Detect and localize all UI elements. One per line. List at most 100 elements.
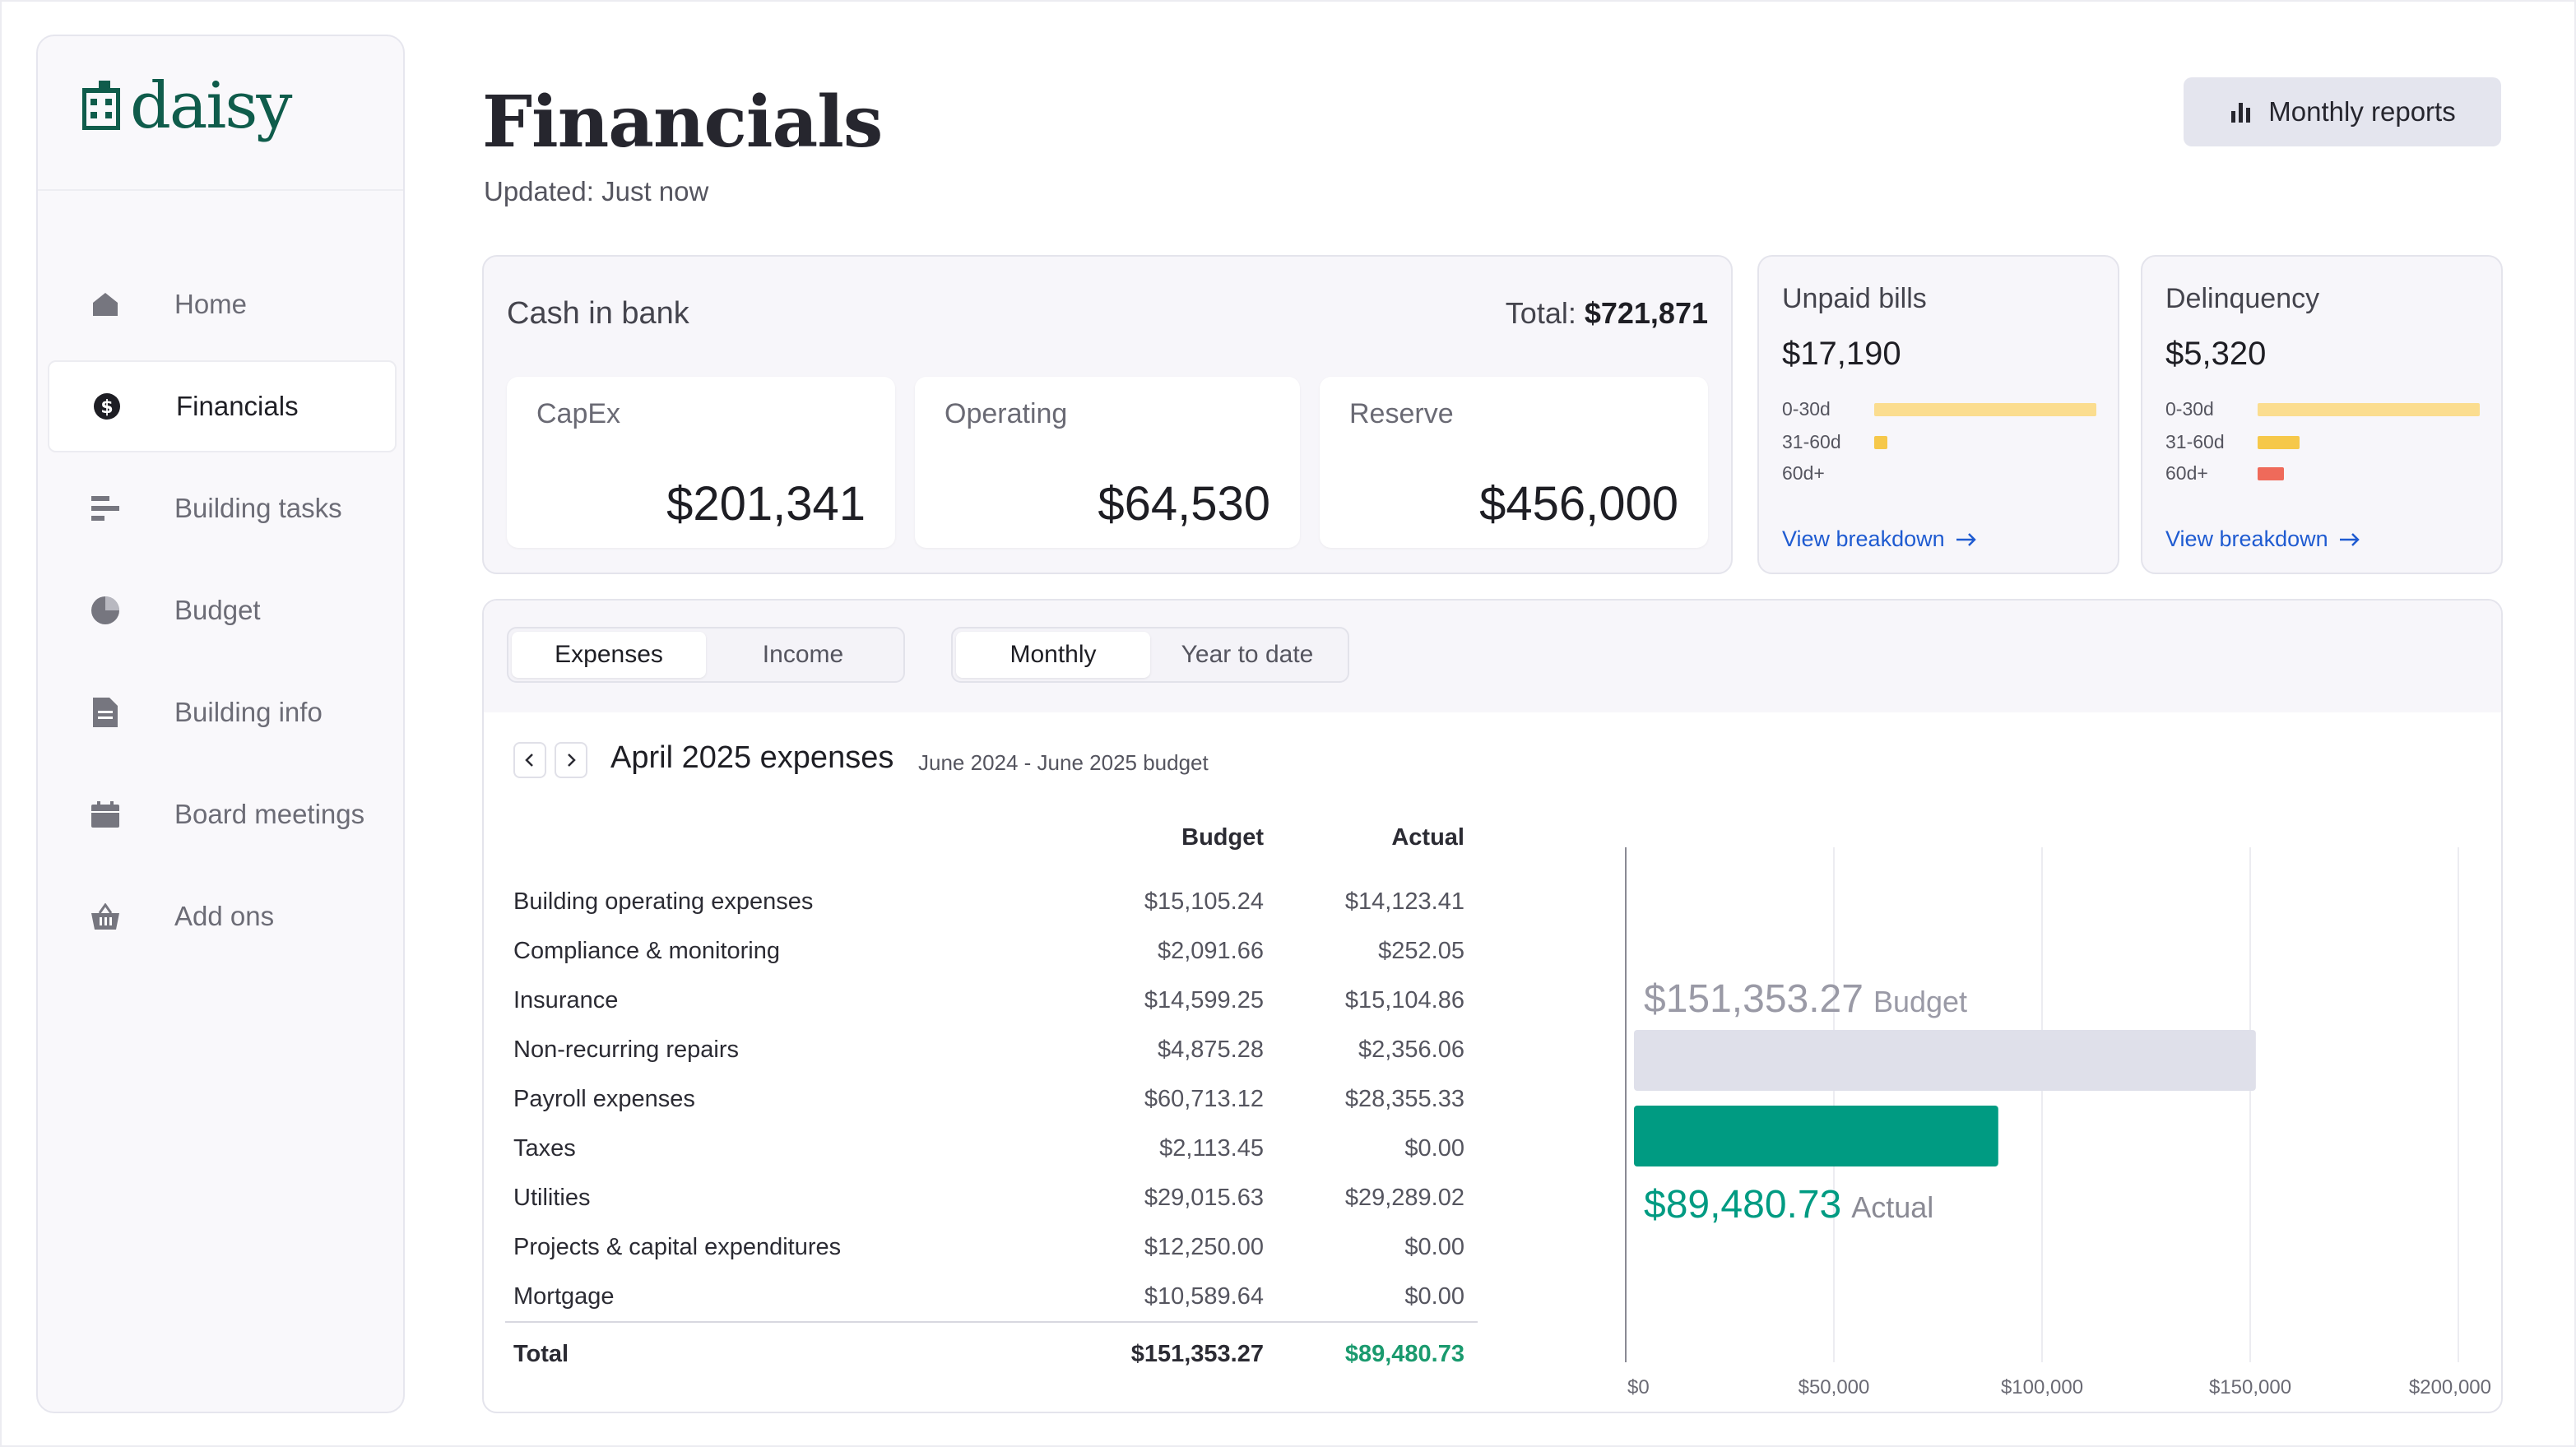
expenses-title: April 2025 expenses <box>610 740 894 775</box>
monthly-reports-button[interactable]: Monthly reports <box>2184 77 2501 146</box>
monthly-reports-label: Monthly reports <box>2268 96 2456 127</box>
expense-name: Payroll expenses <box>513 1085 695 1112</box>
home-icon <box>91 290 120 319</box>
bar-actual <box>1634 1106 1998 1166</box>
sidebar-item-label: Home <box>174 289 248 319</box>
x-tick-label: $200,000 <box>2409 1376 2491 1398</box>
tab-income[interactable]: Income <box>762 641 844 668</box>
table-row: Projects & capital expenditures $12,250.0… <box>505 1222 1478 1272</box>
cash-total: Total: $721,871 <box>1506 296 1708 331</box>
previous-month-button[interactable] <box>513 742 546 778</box>
unpaid-bills-card: Unpaid bills $17,190 0-30d 31-60d 60d+ V… <box>1757 255 2119 574</box>
tasks-icon <box>91 494 120 523</box>
delinquency-card: Delinquency $5,320 0-30d 31-60d 60d+ Vie… <box>2141 255 2503 574</box>
aging-bar-0-30d <box>1874 403 2096 416</box>
aging-bar-31-60d <box>1874 436 1887 449</box>
data-label-actual: $89,480.73 Actual <box>1644 1183 1933 1227</box>
aging-label: 31-60d <box>2165 431 2225 452</box>
account-value: $64,530 <box>1098 477 1270 531</box>
table-row: Non-recurring repairs $4,875.28 $2,356.06 <box>505 1025 1478 1074</box>
expense-name: Insurance <box>513 986 619 1013</box>
view-breakdown-label: View breakdown <box>1782 526 1945 551</box>
next-month-button[interactable] <box>555 742 587 778</box>
sidebar-item-home[interactable]: Home <box>48 258 397 350</box>
view-breakdown-link[interactable]: View breakdown <box>1782 526 1978 552</box>
cash-title: Cash in bank <box>507 296 689 331</box>
tab-expenses[interactable]: Expenses <box>512 632 706 678</box>
expense-budget: $15,105.24 <box>1144 888 1264 915</box>
total-actual: $89,480.73 <box>1264 1321 1478 1385</box>
expense-name: Utilities <box>513 1184 591 1211</box>
expense-actual: $29,289.02 <box>1344 1184 1464 1211</box>
expense-budget: $60,713.12 <box>1144 1085 1264 1112</box>
expenses-subtitle: June 2024 - June 2025 budget <box>918 750 1209 775</box>
aging-bar-31-60d <box>2258 436 2300 449</box>
expense-name: Projects & capital expenditures <box>513 1233 842 1260</box>
reserve-account[interactable]: Reserve $456,000 <box>1320 377 1708 548</box>
sidebar-item-label: Board meetings <box>174 799 365 829</box>
table-row: Building operating expenses $15,105.24 $14… <box>505 870 1478 926</box>
aging-bar-0-30d <box>2258 403 2480 416</box>
sidebar-item-board-meetings[interactable]: Board meetings <box>48 768 397 860</box>
view-breakdown-link[interactable]: View breakdown <box>2165 526 2361 552</box>
table-row: Payroll expenses $60,713.12 $28,355.33 <box>505 1074 1478 1124</box>
sidebar-item-add-ons[interactable]: Add ons <box>48 870 397 962</box>
page-title: Financials <box>482 81 883 164</box>
expenses-table-body: Building operating expenses $15,105.24 $14… <box>505 870 1478 1385</box>
table-row: Compliance & monitoring $2,091.66 $252.05 <box>505 926 1478 976</box>
expense-budget: $4,875.28 <box>1157 1036 1264 1063</box>
bar-chart-icon <box>2231 103 2251 123</box>
account-value: $456,000 <box>1479 477 1678 531</box>
x-tick-label: $100,000 <box>2001 1376 2083 1398</box>
aging-label: 60d+ <box>2165 462 2208 484</box>
period-toggle: Monthly Year to date <box>951 627 1349 683</box>
tab-year-to-date[interactable]: Year to date <box>1181 641 1314 668</box>
delinquency-value: $5,320 <box>2165 336 2267 372</box>
tab-monthly[interactable]: Monthly <box>956 632 1150 678</box>
arrow-right-icon <box>1956 532 1976 546</box>
view-breakdown-label: View breakdown <box>2165 526 2328 551</box>
capex-account[interactable]: CapEx $201,341 <box>507 377 895 548</box>
sidebar-nav: Home $ Financials Building tasks Budget <box>48 258 397 972</box>
expense-actual: $28,355.33 <box>1344 1085 1464 1112</box>
column-header-budget: Budget <box>1181 824 1264 851</box>
table-row: Insurance $14,599.25 $15,104.86 <box>505 976 1478 1025</box>
cash-total-value: $721,871 <box>1584 296 1708 330</box>
expense-actual: $15,104.86 <box>1344 986 1464 1013</box>
aging-label: 0-30d <box>2165 398 2214 420</box>
basket-icon <box>91 902 120 931</box>
account-label: Reserve <box>1349 398 1454 429</box>
expense-name: Mortgage <box>513 1282 615 1310</box>
sidebar-item-budget[interactable]: Budget <box>48 564 397 656</box>
expense-actual: $14,123.41 <box>1344 888 1464 915</box>
table-total-row: Total $151,353.27 $89,480.73 <box>505 1321 1478 1385</box>
sidebar-item-financials[interactable]: $ Financials <box>48 360 397 452</box>
type-toggle: Expenses Income <box>507 627 905 683</box>
sidebar-item-label: Building tasks <box>174 493 342 523</box>
expense-actual: $2,356.06 <box>1358 1036 1464 1063</box>
document-icon <box>91 698 120 727</box>
logo[interactable]: daisy <box>38 36 403 191</box>
chevron-right-icon <box>568 754 576 767</box>
account-value: $201,341 <box>666 477 866 531</box>
expense-budget: $14,599.25 <box>1144 986 1264 1013</box>
expense-budget: $10,589.64 <box>1144 1282 1264 1310</box>
total-budget: $151,353.27 <box>1081 1321 1264 1385</box>
expenses-panel: Expenses Income Monthly Year to date Apr… <box>482 599 2503 1413</box>
total-label: Total <box>505 1321 1081 1385</box>
calendar-icon <box>91 800 120 829</box>
column-header-actual: Actual <box>1391 824 1464 851</box>
table-row: Taxes $2,113.45 $0.00 <box>505 1124 1478 1173</box>
account-label: Operating <box>945 398 1068 429</box>
operating-account[interactable]: Operating $64,530 <box>915 377 1300 548</box>
pie-chart-icon <box>91 596 120 625</box>
sidebar-item-building-tasks[interactable]: Building tasks <box>48 462 397 554</box>
sidebar-item-building-info[interactable]: Building info <box>48 666 397 758</box>
unpaid-title: Unpaid bills <box>1782 283 1927 314</box>
expense-budget: $12,250.00 <box>1144 1233 1264 1260</box>
sidebar-item-label: Building info <box>174 697 323 727</box>
expense-name: Non-recurring repairs <box>513 1036 739 1063</box>
expense-budget: $29,015.63 <box>1144 1184 1264 1211</box>
unpaid-value: $17,190 <box>1782 336 1901 372</box>
cash-in-bank-card: Cash in bank Total: $721,871 CapEx $201,… <box>482 255 1733 574</box>
